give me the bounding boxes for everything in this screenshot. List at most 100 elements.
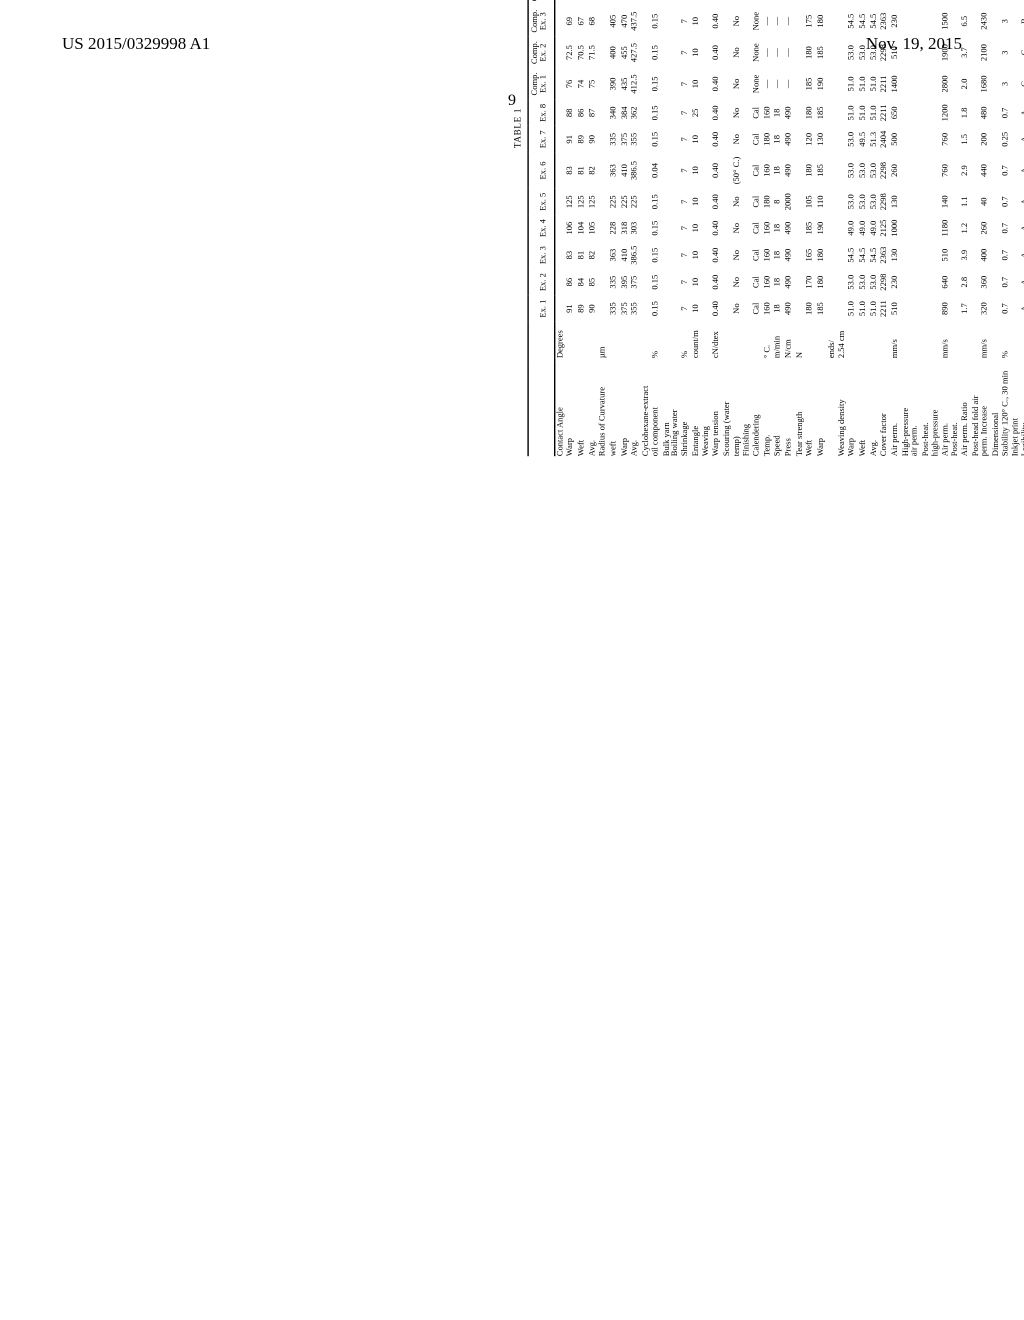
cell: 2404: [880, 126, 891, 152]
cell: [827, 269, 847, 295]
cell: Cal: [743, 126, 763, 152]
row-unit: [609, 322, 620, 363]
cell: 54.5: [858, 5, 869, 36]
cell: No: [722, 295, 742, 321]
cell: [902, 295, 922, 321]
cell: [795, 100, 806, 126]
cell: [902, 153, 922, 189]
cell: 640: [922, 269, 952, 295]
cell: 440: [971, 153, 991, 189]
cell: [827, 37, 847, 68]
cell: 160: [763, 241, 774, 269]
row-unit: [806, 322, 817, 363]
cell: 1.2: [951, 215, 971, 241]
cell: 1.7: [951, 295, 971, 321]
cell: 165: [806, 241, 817, 269]
cell: 0.15: [642, 100, 662, 126]
cell: 410: [620, 153, 631, 189]
cell: 1.5: [951, 126, 971, 152]
cell: [599, 153, 610, 189]
table: TABLE 1 Ex. 1Ex. 2Ex. 3Ex. 4Ex. 5Ex. 6Ex…: [512, 0, 1024, 456]
cell: 0.7: [992, 188, 1012, 214]
cell: 180: [806, 100, 817, 126]
cell: [827, 241, 847, 269]
row-label: Temp.: [763, 362, 774, 456]
cell: 53.0: [848, 188, 859, 214]
cell: 0.40: [702, 269, 722, 295]
row-unit: mm/s: [891, 322, 902, 363]
cell: 375: [620, 126, 631, 152]
cell: 360: [971, 269, 991, 295]
cell: 54.5: [858, 241, 869, 269]
cell: 0.40: [702, 100, 722, 126]
row-unit: [743, 322, 763, 363]
cell: 84: [577, 269, 588, 295]
cell: A: [1012, 269, 1024, 295]
cell: Cal: [743, 215, 763, 241]
cell: [795, 295, 806, 321]
cell: 51.0: [869, 68, 880, 99]
cell: 490: [784, 241, 795, 269]
cell: 1200: [922, 100, 952, 126]
cell: [902, 126, 922, 152]
cell: 18: [774, 153, 785, 189]
row-unit: [588, 322, 599, 363]
cell: A: [1012, 126, 1024, 152]
cell: [555, 37, 566, 68]
cell: [827, 100, 847, 126]
cell: [795, 269, 806, 295]
cell: 83: [566, 241, 577, 269]
cell: 160: [763, 215, 774, 241]
cell: No: [722, 126, 742, 152]
cell: 7: [662, 153, 692, 189]
row-label: weft: [609, 362, 620, 456]
cell: 3.9: [951, 241, 971, 269]
cell: 130: [891, 241, 902, 269]
cell: No: [722, 37, 742, 68]
cell: [599, 5, 610, 36]
cell: 390: [609, 68, 620, 99]
cell: [555, 5, 566, 36]
row-unit: [620, 322, 631, 363]
cell: 160: [763, 100, 774, 126]
cell: 0.15: [642, 126, 662, 152]
cell: 7: [662, 215, 692, 241]
cell: 185: [806, 215, 817, 241]
cell: 180: [763, 0, 774, 5]
cell: [827, 215, 847, 241]
row-unit: ° C.: [763, 322, 774, 363]
cell: 7: [662, 126, 692, 152]
cell: 228: [609, 215, 620, 241]
cell: [555, 126, 566, 152]
cell: 2298: [880, 0, 891, 5]
col-header: Comp.Ex. 2: [528, 37, 555, 68]
cell: 490: [784, 269, 795, 295]
cell: [795, 153, 806, 189]
cell: 91: [566, 126, 577, 152]
cell: 760: [922, 126, 952, 152]
header-left: US 2015/0329998 A1: [62, 34, 210, 54]
cell: 0.15: [642, 68, 662, 99]
cell: 1.1: [951, 188, 971, 214]
cell: 51.0: [848, 100, 859, 126]
cell: 1400: [891, 68, 902, 99]
cell: 0.15: [642, 0, 662, 5]
cell: 890: [922, 295, 952, 321]
cell: 106: [566, 215, 577, 241]
cell: 7: [662, 37, 692, 68]
col-header: Comp.Ex. 4: [528, 0, 555, 5]
cell: 770: [891, 0, 902, 5]
cell: 25: [691, 100, 702, 126]
row-label: Warp: [817, 362, 828, 456]
cell: 7: [662, 188, 692, 214]
cell: 180: [763, 188, 774, 214]
cell: 90: [588, 126, 599, 152]
cell: 53.0: [848, 269, 859, 295]
cell: 0.15: [642, 241, 662, 269]
cell: 0.15: [642, 188, 662, 214]
row-label: Warp: [620, 362, 631, 456]
cell: [795, 188, 806, 214]
cell: 2211: [880, 100, 891, 126]
cell: 51.0: [858, 295, 869, 321]
cell: 91: [566, 295, 577, 321]
